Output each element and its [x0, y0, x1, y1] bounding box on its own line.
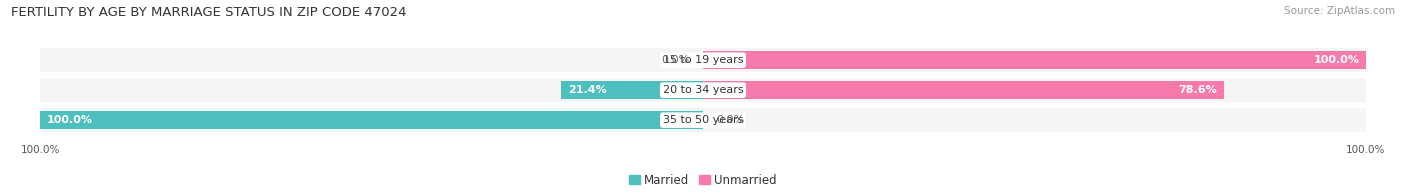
Text: 78.6%: 78.6%	[1178, 85, 1218, 95]
Text: 15 to 19 years: 15 to 19 years	[662, 55, 744, 65]
Text: 0.0%: 0.0%	[716, 115, 745, 125]
Bar	[41, 108, 1365, 132]
Bar	[41, 78, 1365, 102]
Text: 0.0%: 0.0%	[661, 55, 690, 65]
Text: FERTILITY BY AGE BY MARRIAGE STATUS IN ZIP CODE 47024: FERTILITY BY AGE BY MARRIAGE STATUS IN Z…	[11, 6, 406, 19]
Text: 100.0%: 100.0%	[46, 115, 93, 125]
Bar	[41, 111, 703, 129]
Bar	[703, 51, 1365, 69]
Text: Source: ZipAtlas.com: Source: ZipAtlas.com	[1284, 6, 1395, 16]
Bar	[561, 81, 703, 99]
Text: 100.0%: 100.0%	[1313, 55, 1360, 65]
Legend: Married, Unmarried: Married, Unmarried	[624, 169, 782, 191]
Bar	[703, 81, 1225, 99]
Bar	[41, 48, 1365, 72]
Text: 21.4%: 21.4%	[568, 85, 606, 95]
Text: 20 to 34 years: 20 to 34 years	[662, 85, 744, 95]
Text: 35 to 50 years: 35 to 50 years	[662, 115, 744, 125]
